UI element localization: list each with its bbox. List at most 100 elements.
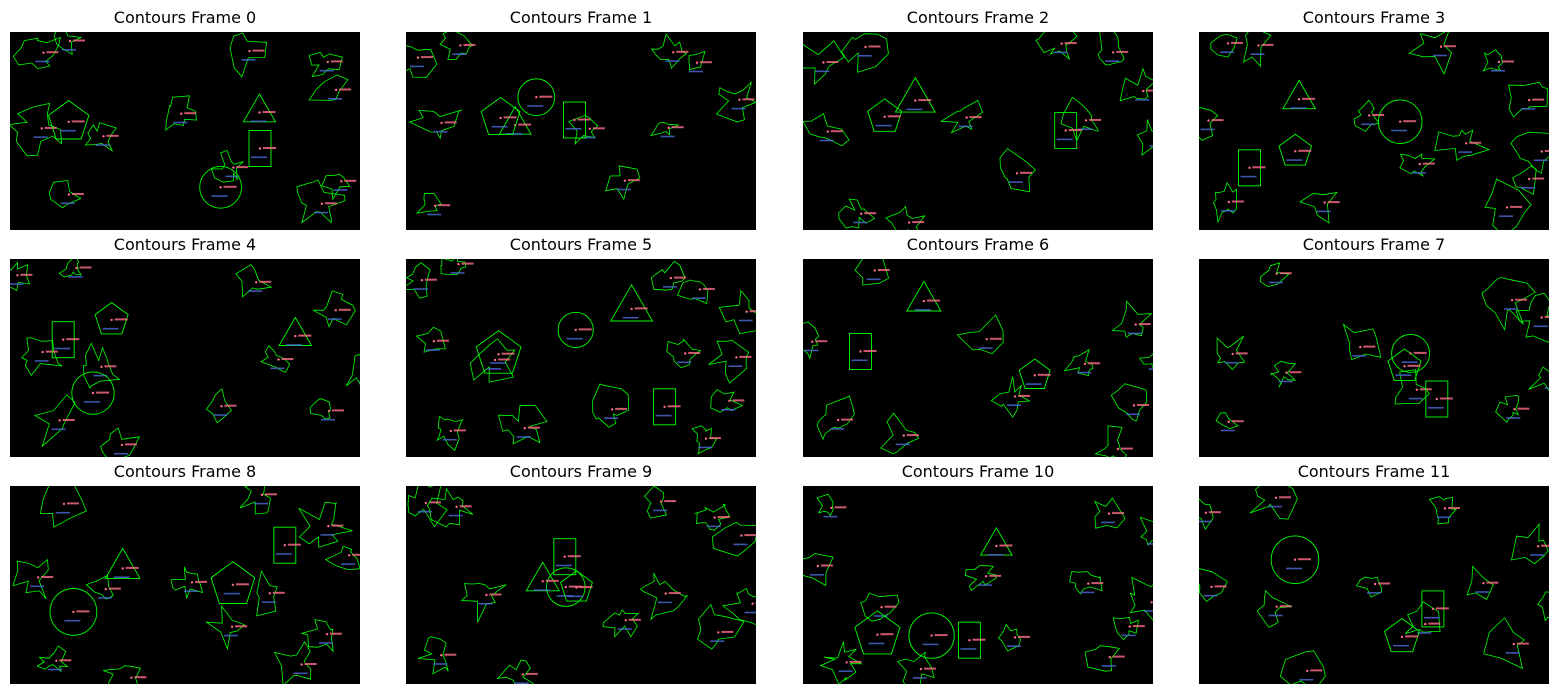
contour-shape xyxy=(1119,67,1153,102)
centroid-dot xyxy=(1227,200,1231,204)
shape-label-mark xyxy=(887,115,901,118)
contour-shape xyxy=(710,389,744,413)
contour-shape xyxy=(439,32,474,60)
shape-label-mark xyxy=(525,672,538,675)
centroid-dot xyxy=(1482,582,1485,585)
contour-tri xyxy=(278,316,313,346)
panel-title: Contours Frame 0 xyxy=(113,8,257,27)
contour-shape xyxy=(1249,486,1298,520)
centroid-dot xyxy=(327,409,331,413)
centroid-dot xyxy=(1510,299,1514,302)
shape-label-mark xyxy=(545,579,559,582)
shape-label-mark xyxy=(1428,622,1441,625)
coord-label-mark xyxy=(1361,123,1376,126)
contour-shape xyxy=(312,290,356,328)
coord-label-mark xyxy=(1200,128,1215,131)
coord-label-mark xyxy=(64,619,81,622)
coord-label-mark xyxy=(102,327,119,330)
coord-label-mark xyxy=(875,124,892,127)
contour-shape xyxy=(1484,178,1532,230)
coord-label-mark xyxy=(293,672,308,675)
coord-label-mark xyxy=(1530,554,1545,556)
coord-label-mark xyxy=(1352,355,1367,357)
contour-canvas xyxy=(1199,32,1549,230)
centroid-dot xyxy=(876,633,879,636)
centroid-dot xyxy=(663,405,666,408)
centroid-dot xyxy=(880,606,883,609)
contour-shape xyxy=(1242,32,1272,68)
centroid-dot xyxy=(836,418,840,422)
centroid-dot xyxy=(611,408,614,411)
contour-shape xyxy=(1270,360,1297,388)
centroid-dot xyxy=(340,180,343,183)
centroid-dot xyxy=(497,353,500,356)
centroid-dot xyxy=(930,634,933,637)
contour-shape xyxy=(676,279,709,305)
coord-label-mark xyxy=(1149,145,1153,147)
contour-shape xyxy=(12,558,49,600)
contour-shape xyxy=(1537,591,1549,622)
centroid-dot xyxy=(1285,371,1288,374)
shape-label-mark xyxy=(195,580,207,583)
shape-label-mark xyxy=(1448,507,1460,509)
contour-canvas xyxy=(10,259,360,457)
contour-circle xyxy=(557,311,594,348)
shape-label-mark xyxy=(568,585,582,588)
coord-label-mark xyxy=(51,428,66,431)
contour-shape xyxy=(10,102,63,157)
centroid-dot xyxy=(695,61,699,64)
contour-shape xyxy=(308,51,343,78)
coord-label-mark xyxy=(1080,591,1095,594)
coord-label-mark xyxy=(823,515,838,518)
centroid-dot xyxy=(37,576,40,579)
contour-shape xyxy=(273,641,312,684)
contour-pent xyxy=(480,96,521,135)
contour-image xyxy=(803,486,1153,684)
contour-shape xyxy=(58,259,82,278)
contour-image xyxy=(1199,486,1549,684)
shape-label-mark xyxy=(627,179,640,182)
coord-label-mark xyxy=(1147,543,1153,545)
contour-shape xyxy=(427,487,474,528)
shape-label-mark xyxy=(918,99,932,102)
contour-shape xyxy=(460,583,507,623)
centroid-dot xyxy=(1409,352,1412,355)
centroid-dot xyxy=(1400,635,1404,639)
shape-label-mark xyxy=(1020,171,1032,174)
shape-label-mark xyxy=(73,39,85,42)
shape-label-mark xyxy=(62,419,75,421)
centroid-dot xyxy=(1226,42,1230,45)
centroid-dot xyxy=(672,51,675,54)
contour-shape xyxy=(1199,568,1228,602)
shape-label-mark xyxy=(1120,447,1133,450)
contour-shape xyxy=(708,339,750,384)
coord-label-mark xyxy=(857,55,872,57)
centroid-dot xyxy=(327,524,330,528)
contour-shape xyxy=(1063,348,1094,377)
shape-label-mark xyxy=(592,127,605,130)
centroid-dot xyxy=(575,586,578,589)
contour-shape xyxy=(406,262,431,299)
centroid-dot xyxy=(1227,420,1230,423)
coord-label-mark xyxy=(56,511,70,514)
centroid-dot xyxy=(630,307,633,311)
centroid-dot xyxy=(219,186,222,189)
coord-label-mark xyxy=(254,502,268,505)
centroid-dot xyxy=(859,350,862,353)
contour-shape xyxy=(1428,496,1458,525)
contour-shape xyxy=(854,259,890,286)
contour-shape xyxy=(296,179,346,224)
coord-label-mark xyxy=(555,564,572,567)
centroid-dot xyxy=(1540,316,1543,319)
centroid-dot xyxy=(845,661,848,664)
coord-label-mark xyxy=(1268,505,1282,508)
coord-label-mark xyxy=(581,136,596,139)
centroid-dot xyxy=(232,166,235,169)
shape-label-mark xyxy=(999,544,1013,547)
centroid-dot xyxy=(659,500,663,503)
shape-label-mark xyxy=(1544,150,1549,152)
shape-label-mark xyxy=(1088,362,1101,365)
panel-title: Contours Frame 11 xyxy=(1297,462,1451,481)
contour-shape xyxy=(21,337,63,377)
contour-shape xyxy=(816,493,834,517)
